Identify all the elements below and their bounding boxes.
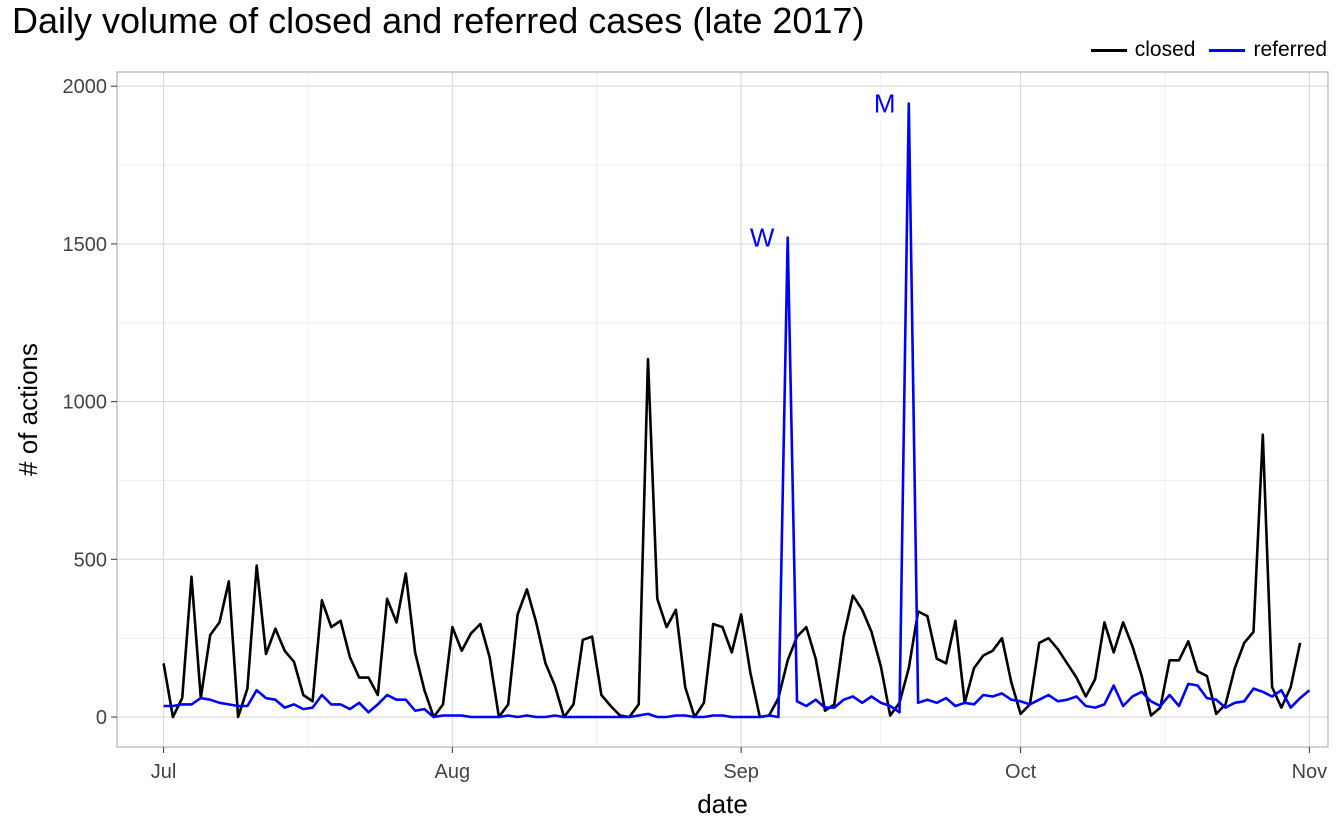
legend-swatch-closed [1090,48,1127,52]
legend-label-referred: referred [1253,38,1327,61]
x-tick-label: Jul [151,761,177,783]
legend-swatch-referred [1209,48,1246,52]
x-tick-label: Aug [435,761,471,783]
annotation-layer: WM [750,89,896,253]
legend-label-closed: closed [1134,38,1196,61]
y-tick-label: 1500 [63,234,108,256]
x-axis-title: date [697,789,748,819]
x-tick-label: Nov [1292,761,1328,783]
annotation-label: W [750,223,775,253]
y-tick-label: 0 [96,707,107,729]
y-tick-label: 500 [74,549,107,571]
y-tick-label: 1000 [63,392,108,414]
y-axis-title: # of actions [13,343,43,476]
chart-title: Daily volume of closed and referred case… [12,0,865,41]
legend-item-referred: referred [1209,38,1327,62]
annotation-label: M [874,89,896,119]
tick-layer: 0 500 1000 1500 2000 Jul Aug Sep Oct Nov [63,76,1328,783]
plot-panel-border [116,71,1329,748]
legend-item-closed: closed [1090,38,1196,62]
legend: closed referred [1090,38,1327,62]
grid-layer [117,72,1328,747]
x-tick-label: Sep [723,761,759,783]
series-line-closed [162,357,1302,719]
x-tick-label: Oct [1005,761,1037,783]
y-tick-label: 2000 [63,76,108,98]
series-layer [162,102,1311,719]
series-line-referred [163,102,1311,719]
